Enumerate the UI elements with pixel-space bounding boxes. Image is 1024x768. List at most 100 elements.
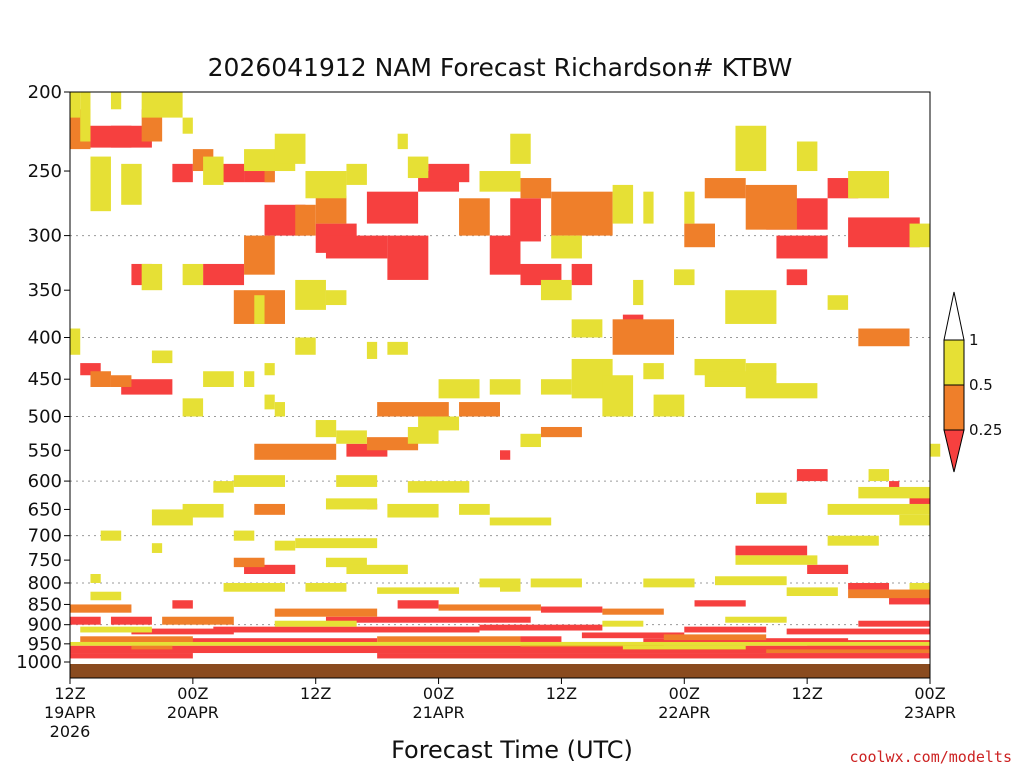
x-tick-label: 12Z bbox=[546, 684, 577, 703]
cell-<0.25 bbox=[377, 653, 931, 659]
cell-0.5-1 bbox=[827, 503, 930, 515]
cell-0.25-0.5 bbox=[540, 426, 582, 438]
x-tick-label: 00Z bbox=[914, 684, 945, 703]
cell-0.5-1 bbox=[110, 92, 122, 110]
cell-<0.25 bbox=[366, 191, 419, 224]
cell-0.5-1 bbox=[643, 578, 695, 588]
cell-<0.25 bbox=[889, 596, 930, 605]
x-tick-label: 20APR bbox=[167, 703, 219, 722]
cell-0.5-1 bbox=[643, 363, 664, 380]
x-tick-label: 21APR bbox=[413, 703, 465, 722]
cell-0.5-1 bbox=[203, 371, 234, 387]
cell-0.25-0.5 bbox=[274, 608, 378, 617]
cell-0.25-0.5 bbox=[244, 235, 275, 275]
cell-0.5-1 bbox=[121, 163, 142, 205]
cell-0.5-1 bbox=[274, 620, 357, 627]
y-tick-label: 450 bbox=[28, 369, 62, 390]
cell-<0.25 bbox=[786, 269, 808, 286]
cell-0.5-1 bbox=[725, 616, 787, 623]
cell-0.5-1 bbox=[182, 117, 193, 134]
gridlines bbox=[70, 235, 930, 626]
cell-0.5-1 bbox=[90, 591, 122, 601]
cell-0.5-1 bbox=[540, 279, 572, 301]
cell-0.5-1 bbox=[366, 341, 378, 359]
y-tick-label: 600 bbox=[28, 471, 62, 492]
cell-0.5-1 bbox=[70, 328, 81, 355]
colorbar-level-label: 0.25 bbox=[969, 421, 1002, 439]
cell-<0.25 bbox=[172, 600, 193, 609]
cell-<0.25 bbox=[500, 450, 511, 460]
cell-0.5-1 bbox=[100, 530, 122, 541]
x-tick-label: 00Z bbox=[423, 684, 454, 703]
cell-0.5-1 bbox=[725, 290, 777, 324]
cell-0.5-1 bbox=[90, 574, 101, 583]
colorbar-bin-mid bbox=[943, 384, 965, 431]
y-tick-label: 850 bbox=[28, 594, 62, 615]
cell-<0.25 bbox=[540, 606, 603, 613]
cell-0.25-0.5 bbox=[459, 198, 490, 236]
cell-0.5-1 bbox=[643, 191, 654, 224]
x-axis-label: Forecast Time (UTC) bbox=[391, 736, 633, 764]
colorbar-over-triangle bbox=[943, 291, 965, 341]
cell-0.25-0.5 bbox=[264, 163, 275, 183]
cell-0.5-1 bbox=[264, 394, 275, 410]
cell-<0.25 bbox=[848, 217, 920, 248]
cell-0.5-1 bbox=[325, 290, 347, 306]
cell-0.5-1 bbox=[141, 92, 183, 118]
cell-0.5-1 bbox=[653, 394, 685, 417]
cell-0.5-1 bbox=[233, 475, 285, 487]
cell-<0.25 bbox=[244, 564, 296, 575]
y-tick-label: 700 bbox=[28, 526, 62, 547]
x-tick-label: 00Z bbox=[669, 684, 700, 703]
plot-frame bbox=[69, 91, 931, 679]
cell-0.25-0.5 bbox=[80, 636, 193, 642]
cell-<0.25 bbox=[520, 263, 562, 286]
data-cells bbox=[70, 92, 941, 659]
cell-0.5-1 bbox=[244, 371, 255, 387]
cell-0.5-1 bbox=[407, 481, 470, 493]
cell-<0.25 bbox=[428, 163, 470, 183]
y-tick-label: 900 bbox=[28, 615, 62, 636]
cell-0.25-0.5 bbox=[315, 195, 347, 224]
cell-0.25-0.5 bbox=[233, 557, 265, 568]
colorbar-level-label: 1 bbox=[969, 331, 979, 349]
cell-0.5-1 bbox=[909, 223, 930, 248]
cell-0.5-1 bbox=[622, 645, 746, 650]
cell-0.5-1 bbox=[868, 469, 890, 482]
x-tick-label: 12Z bbox=[791, 684, 822, 703]
y-axis-ticks: 200 250 300 350 400 450 500 550 600 650 700 7508008… bbox=[16, 82, 70, 673]
cell-0.5-1 bbox=[602, 620, 644, 627]
ground-strip bbox=[70, 664, 930, 678]
cell-0.5-1 bbox=[325, 557, 367, 568]
cell-<0.25 bbox=[479, 624, 603, 631]
x-tick-label: 22APR bbox=[658, 703, 710, 722]
cell-0.5-1 bbox=[203, 156, 224, 185]
cell-<0.25 bbox=[889, 481, 900, 490]
cell-0.5-1 bbox=[438, 379, 480, 399]
cell-0.5-1 bbox=[633, 279, 644, 306]
cell-0.5-1 bbox=[848, 171, 890, 199]
cell-<0.25 bbox=[70, 645, 930, 654]
cell-0.25-0.5 bbox=[377, 636, 521, 642]
cell-<0.25 bbox=[325, 616, 531, 623]
cell-<0.25 bbox=[110, 616, 152, 625]
cell-<0.25 bbox=[858, 620, 930, 627]
colorbar-under-triangle bbox=[943, 429, 965, 473]
cell-0.25-0.5 bbox=[366, 437, 419, 451]
cell-0.5-1 bbox=[70, 92, 81, 118]
cell-<0.25 bbox=[70, 616, 101, 625]
cell-0.5-1 bbox=[182, 263, 204, 286]
cell-<0.25 bbox=[90, 638, 378, 644]
cell-0.5-1 bbox=[715, 576, 787, 586]
cell-0.5-1 bbox=[735, 125, 767, 172]
y-tick-label: 950 bbox=[28, 634, 62, 655]
cell-0.5-1 bbox=[295, 279, 326, 310]
cell-0.5-1 bbox=[899, 514, 930, 526]
cell-0.5-1 bbox=[325, 498, 378, 510]
colorbar-bin-high bbox=[943, 339, 965, 386]
cell-0.5-1 bbox=[305, 582, 347, 592]
cell-0.5-1 bbox=[694, 358, 746, 376]
y-tick-label: 750 bbox=[28, 550, 62, 571]
cell-0.5-1 bbox=[407, 156, 429, 179]
cell-0.5-1 bbox=[80, 92, 91, 142]
